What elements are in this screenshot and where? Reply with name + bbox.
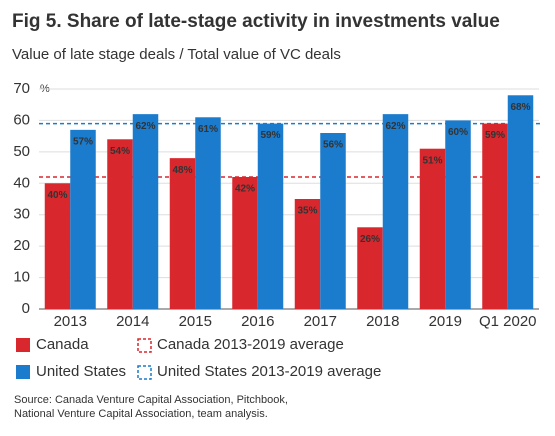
y-tick-label: 30 [13,206,30,223]
bar [419,148,446,309]
bar [107,139,133,309]
value-label: 59% [260,130,280,141]
legend-label: Canada [36,336,89,353]
value-label: 48% [172,165,192,176]
value-label: 51% [422,155,442,166]
y-tick-label: 0 [22,300,30,317]
value-label: 35% [297,206,317,217]
bar [320,133,346,309]
legend-swatch [137,365,152,380]
value-label: 54% [110,146,130,157]
value-label: 57% [73,136,93,147]
value-label: 68% [510,102,530,113]
x-tick-label: 2018 [366,313,399,330]
value-label: 62% [135,121,155,132]
y-tick-label: 20 [13,237,30,254]
bar [70,129,96,309]
bar [44,183,71,309]
chart-subtitle: Value of late stage deals / Total value … [12,46,341,63]
x-tick-label: 2013 [54,313,87,330]
bar [445,120,471,309]
x-tick-label: 2014 [116,313,149,330]
bar [257,123,284,309]
source: Source: Canada Venture Capital Associati… [14,394,288,406]
bar [507,95,534,310]
legend-label: United States 2013-2019 average [157,363,381,380]
bar [169,158,196,309]
y-tick-label: 40 [13,174,30,191]
value-label: 56% [323,140,343,151]
legend-label: Canada 2013-2019 average [157,336,344,353]
x-tick-label: 2019 [429,313,462,330]
bar [482,123,508,309]
y-tick-label: 60 [13,111,30,128]
bar [357,227,383,309]
legend-swatch [137,338,152,353]
source: National Venture Capital Association, te… [14,408,268,420]
y-tick-label: 70 [13,80,30,97]
x-tick-label: 2016 [241,313,274,330]
x-tick-label: Q1 2020 [479,313,537,330]
legend-swatch [16,338,30,352]
x-tick-label: 2017 [304,313,337,330]
bar [294,199,321,309]
value-label: 62% [385,121,405,132]
bar [232,177,258,309]
chart-title: Fig 5. Share of late-stage activity in i… [12,11,500,32]
y-tick-label: 10 [13,269,30,286]
value-label: 26% [360,234,380,245]
value-label: 61% [198,124,218,135]
value-label: 59% [485,130,505,141]
x-tick-label: 2015 [179,313,212,330]
value-label: 60% [448,127,468,138]
bar [195,117,221,310]
legend-swatch [16,365,30,379]
legend-label: United States [36,363,126,380]
value-label: 42% [235,184,255,195]
y-tick-label: 50 [13,143,30,160]
value-label: 40% [47,190,67,201]
bar [132,114,159,310]
bar [382,114,409,310]
